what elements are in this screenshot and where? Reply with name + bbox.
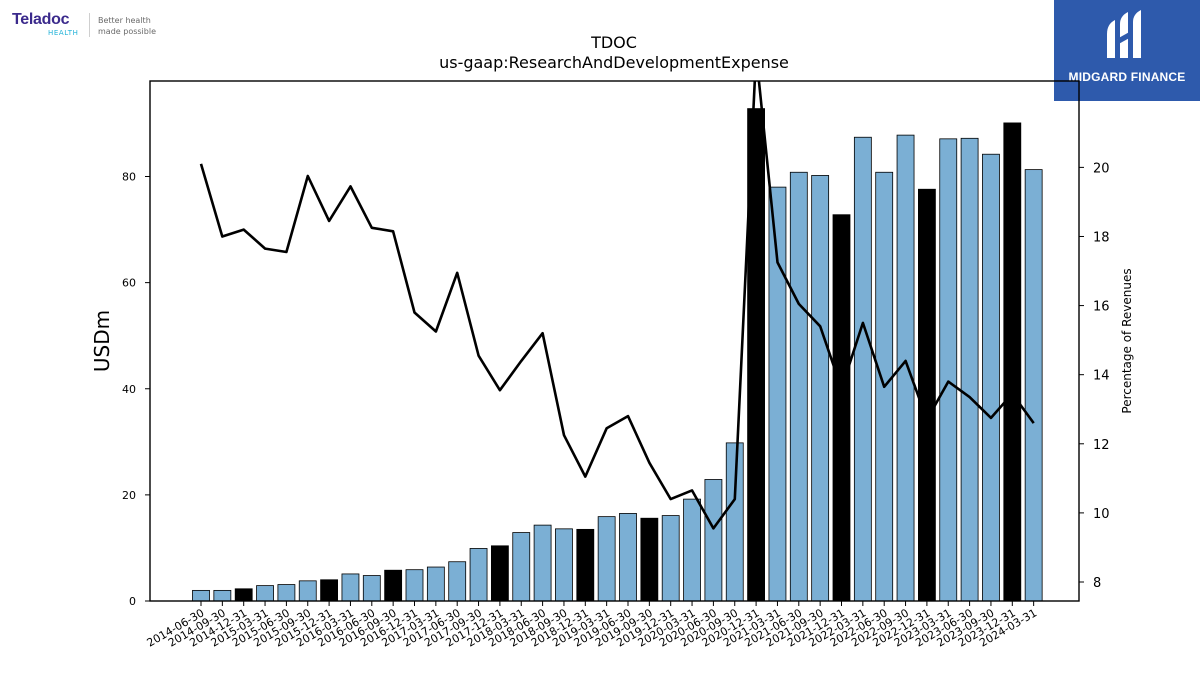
y-axis-right: 8 10 12 14 16 18 20: [1079, 161, 1110, 591]
bar-2023-03-31: [939, 138, 958, 602]
y2-tick-label: 10: [1093, 507, 1110, 522]
y-tick-label: 80: [122, 171, 136, 184]
bar-2017-09-30: [469, 548, 488, 602]
bar-2023-06-30: [960, 137, 979, 602]
chart-subtitle: us-gaap:ResearchAndDevelopmentExpense: [439, 53, 789, 72]
line-layer: [199, 81, 1035, 530]
bar-2019-09-30: [640, 517, 659, 602]
bar-2019-06-30: [619, 513, 637, 602]
bar-2017-03-31: [426, 566, 445, 602]
y2-tick-label: 14: [1093, 369, 1110, 384]
bar-2017-06-30: [448, 561, 467, 602]
y-tick-label: 20: [122, 489, 136, 502]
y2-axis-label: Percentage of Revenues: [1120, 268, 1134, 413]
bars-layer: [192, 108, 1043, 602]
bar-2023-12-31: [1003, 122, 1022, 602]
bar-2018-03-31: [512, 532, 531, 602]
bar-2017-12-31: [490, 545, 509, 602]
bar-2023-09-30: [982, 153, 1000, 602]
y-tick-label: 40: [122, 383, 136, 396]
bar-2021-12-31: [832, 214, 851, 602]
bar-2018-06-30: [533, 524, 552, 602]
logo-brand: Teladoc: [12, 11, 70, 28]
logo-tagline-2: made possible: [98, 27, 156, 36]
y-tick-label: 0: [129, 595, 136, 608]
bar-2014-06-30: [192, 589, 210, 602]
y-tick-label: 60: [122, 277, 136, 290]
bar-2015-12-31: [320, 579, 339, 602]
plot-frame: [149, 80, 1080, 602]
logo-separator: [89, 13, 90, 37]
y-axis-label: USDm: [90, 310, 114, 372]
bar-2016-09-30: [384, 569, 403, 602]
y2-tick-label: 12: [1093, 438, 1110, 453]
bar-2018-12-31: [576, 528, 595, 602]
bar-2020-03-31: [683, 498, 701, 602]
logo-wordmark: MIDGARD FINANCE: [1068, 70, 1186, 84]
bar-2014-09-30: [213, 589, 232, 602]
bar-2019-12-31: [661, 515, 680, 602]
midgard-emblem-icon: [1107, 10, 1141, 58]
y2-tick-label: 20: [1093, 161, 1110, 176]
bar-2022-03-31: [853, 136, 872, 602]
bar-2014-12-31: [234, 588, 253, 602]
y-axis-left: 0 20 40 60 80: [122, 171, 150, 608]
bar-2016-12-31: [405, 569, 424, 602]
bar-2020-06-30: [704, 479, 723, 602]
percentage-line: [199, 81, 1035, 530]
bar-2015-06-30: [277, 584, 296, 602]
bar-2021-09-30: [811, 175, 830, 602]
bar-2016-03-31: [341, 573, 360, 602]
y2-tick-label: 18: [1093, 230, 1110, 245]
bar-2020-09-30: [725, 442, 744, 602]
bar-2015-09-30: [298, 580, 317, 602]
logo-tagline-1: Better health: [98, 16, 151, 25]
y2-tick-label: 8: [1093, 576, 1101, 591]
bar-2021-06-30: [789, 171, 808, 602]
chart-title: TDOC: [590, 33, 637, 52]
bar-2016-06-30: [362, 575, 381, 602]
midgard-finance-logo: MIDGARD FINANCE: [1054, 0, 1200, 101]
bar-2022-12-31: [918, 188, 936, 602]
x-axis: 2014-06-302014-09-302014-12-312015-03-31…: [145, 601, 1039, 650]
bar-2018-09-30: [555, 528, 573, 602]
bar-2019-03-31: [597, 516, 616, 602]
bar-2015-03-31: [256, 585, 274, 602]
teladoc-logo: Teladoc HEALTH Better health made possib…: [10, 10, 180, 40]
y2-tick-label: 16: [1093, 300, 1110, 315]
logo-sub: HEALTH: [48, 29, 79, 37]
logo-tagline: Better health made possible: [98, 15, 156, 37]
bar-2024-03-31: [1024, 169, 1043, 602]
